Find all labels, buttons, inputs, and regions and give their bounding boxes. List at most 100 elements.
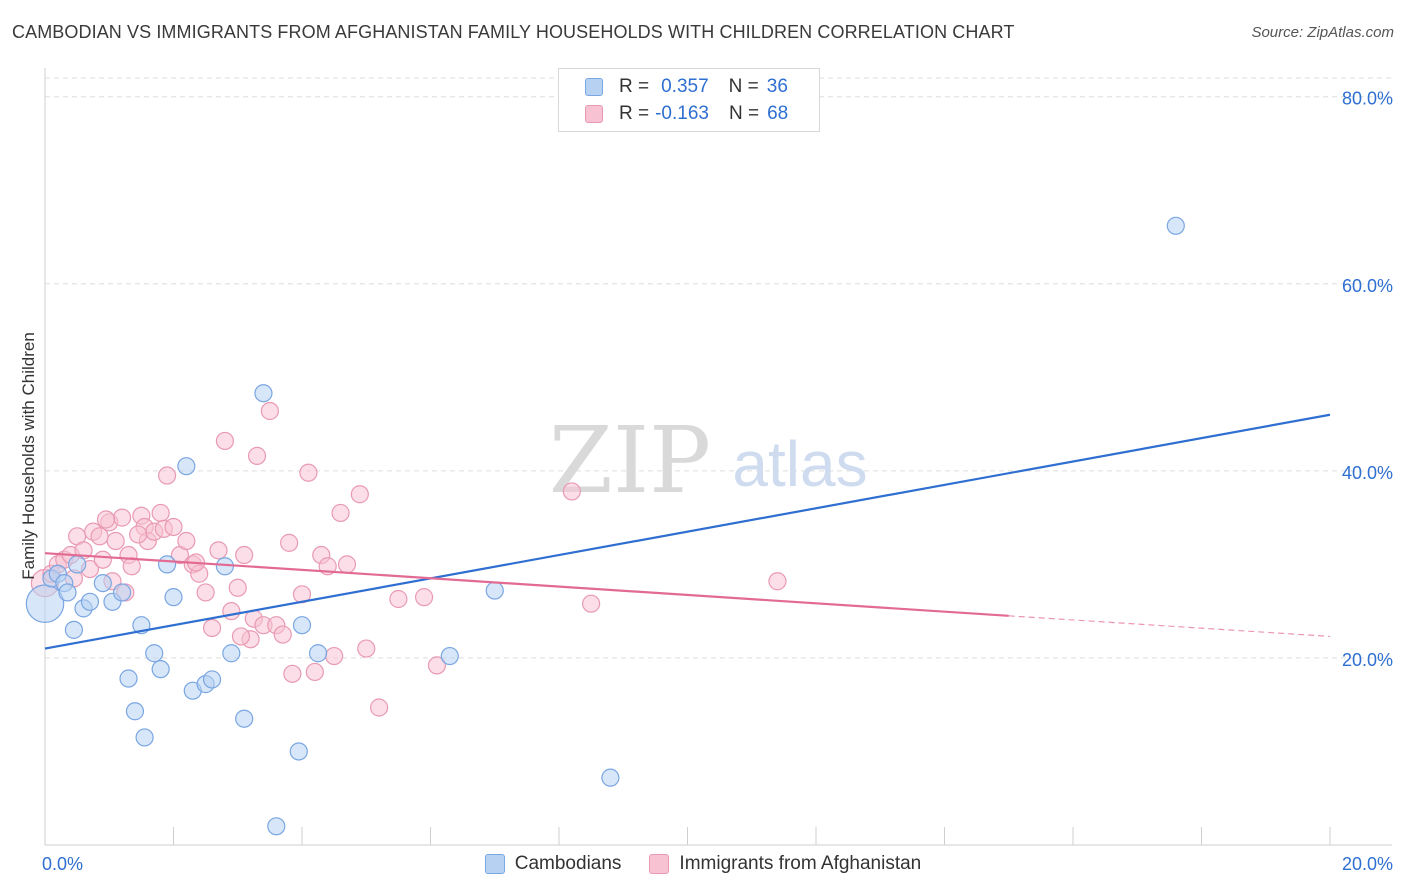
afghanistan-point	[582, 594, 601, 613]
cambodian-point	[112, 583, 132, 602]
afghanistan-point	[331, 503, 350, 523]
afghanistan-point	[235, 545, 254, 565]
afghanistan-point	[283, 664, 302, 683]
chart-title: CAMBODIAN VS IMMIGRANTS FROM AFGHANISTAN…	[12, 22, 1015, 42]
blue-swatch-icon	[585, 78, 603, 96]
x-tick-label: 20.0%	[1342, 854, 1393, 874]
cambodian-point	[308, 644, 328, 663]
afghanistan-point	[209, 541, 228, 560]
afghanistan-point	[177, 531, 196, 551]
afghanistan-point	[280, 533, 299, 552]
cambodian-point	[145, 644, 164, 663]
afghanistan-point	[247, 446, 267, 465]
cambodian-point	[164, 588, 183, 607]
r-value: 0.357	[661, 76, 709, 97]
cambodian-point	[157, 555, 177, 574]
afghanistan-point	[228, 578, 247, 597]
afghanistan-point	[196, 583, 215, 602]
cambodian-point	[151, 660, 170, 679]
legend-item-cambodians[interactable]: Cambodians	[484, 853, 622, 875]
afghanistan-point	[157, 466, 177, 485]
legend-label: Cambodians	[514, 853, 622, 874]
n-label: N =	[728, 76, 759, 97]
gridlines	[45, 77, 1392, 659]
trend-lines	[44, 413, 1331, 650]
afghanistan-point	[222, 602, 241, 621]
cambodian-point	[440, 646, 459, 666]
afghanistan-point	[768, 572, 787, 591]
pink-swatch-icon	[649, 854, 670, 874]
afghanistan-point	[129, 525, 148, 544]
y-tick-label: 20.0%	[1342, 650, 1393, 670]
cambodian-point	[177, 457, 196, 476]
afghanistan-point	[93, 550, 112, 569]
r-label: R =	[619, 76, 650, 97]
n-label: N =	[728, 103, 760, 124]
cambodians-trend-line	[44, 413, 1331, 650]
afghanistan-point	[389, 589, 408, 609]
n-value: 36	[766, 76, 788, 97]
blue-swatch-icon	[484, 854, 505, 874]
afghanistan-trend-extension	[1008, 615, 1331, 638]
pink-swatch-icon	[585, 105, 603, 123]
axes	[44, 68, 1392, 846]
afghanistan-point	[202, 618, 222, 638]
cambodian-point	[58, 583, 77, 602]
afghanistan-trend-line	[44, 552, 1009, 617]
afghanistan-point	[305, 662, 324, 682]
cambodian-point	[25, 584, 65, 623]
afghanistan-point	[273, 625, 292, 644]
afghanistan-point	[325, 646, 344, 666]
r-label: R =	[619, 103, 650, 124]
afghanistan-point	[370, 698, 389, 717]
cambodian-point	[64, 620, 84, 639]
afghanistan-point	[151, 503, 170, 523]
r-value: -0.163	[655, 103, 709, 124]
cambodian-point	[292, 616, 312, 635]
afghanistan-point	[231, 627, 251, 646]
cambodian-point	[135, 728, 154, 747]
cambodian-point	[485, 581, 504, 600]
cambodian-point	[289, 742, 308, 761]
cambodian-point	[267, 817, 286, 836]
cambodian-point	[1166, 216, 1185, 235]
tick-labels: 20.0% 40.0% 60.0% 80.0% 0.0% 20.0%	[42, 89, 1393, 874]
legend-item-afghanistan[interactable]: Immigrants from Afghanistan	[649, 853, 921, 875]
cambodian-point	[68, 555, 87, 574]
afghanistan-point	[357, 639, 376, 658]
y-axis-label: Family Households with Children	[19, 332, 38, 580]
y-tick-label: 80.0%	[1342, 89, 1393, 109]
afghanistan-point	[106, 531, 125, 551]
afghanistan-point	[427, 656, 447, 675]
cambodian-point	[202, 670, 222, 689]
afghanistan-point	[337, 555, 357, 574]
cambodian-point	[601, 768, 620, 787]
cambodian-point	[235, 709, 254, 728]
legend-label: Immigrants from Afghanistan	[679, 853, 922, 874]
watermark: ZIP atlas	[549, 407, 868, 514]
cambodian-point	[254, 384, 273, 403]
afghanistan-point	[562, 482, 581, 501]
afghanistan-point	[112, 508, 132, 527]
correlation-legend: R = 0.357 N = 36 R = -0.163 N = 68	[558, 68, 820, 132]
afghanistan-point	[350, 485, 369, 504]
cambodian-point	[80, 592, 100, 611]
afghanistan-point	[414, 588, 434, 607]
cambodian-point	[119, 669, 138, 688]
x-tick-label: 0.0%	[42, 854, 83, 874]
cambodian-point	[93, 573, 112, 593]
series-cambodians-points	[25, 216, 1185, 836]
y-tick-label: 60.0%	[1342, 276, 1393, 296]
legend-row-cambodians: R = 0.357 N = 36	[585, 75, 788, 99]
series-afghanistan-points	[30, 401, 787, 717]
cambodian-point	[125, 702, 145, 721]
afghanistan-point	[164, 517, 183, 537]
y-tick-label: 40.0%	[1342, 463, 1393, 483]
n-value: 68	[767, 103, 789, 124]
cambodian-point	[222, 644, 241, 663]
afghanistan-point	[260, 401, 279, 421]
source-label: Source: ZipAtlas.com	[1251, 24, 1394, 41]
series-legend: Cambodians Immigrants from Afghanistan	[0, 852, 1406, 876]
afghanistan-point	[122, 557, 141, 576]
